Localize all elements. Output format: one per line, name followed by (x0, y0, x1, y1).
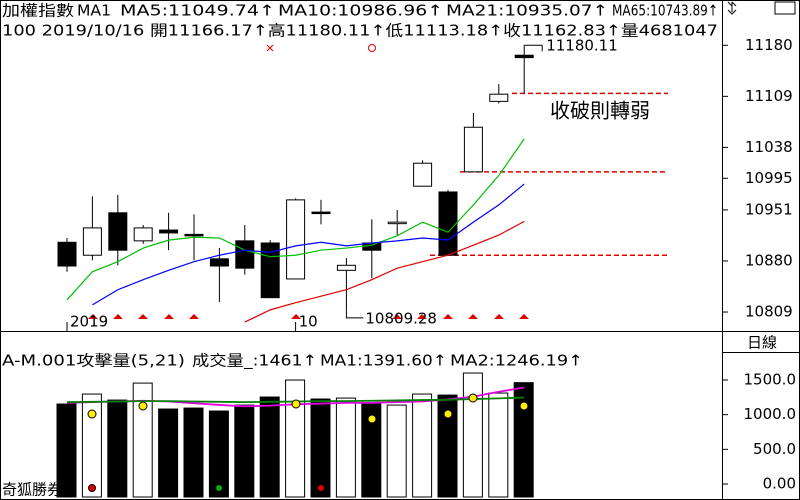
volume-bar (437, 394, 458, 498)
candle-body (133, 227, 153, 242)
volume-bar (56, 403, 77, 498)
markers (88, 314, 529, 319)
panel-title: A-M.001攻擊量(5,21) (2, 352, 185, 370)
legend-entry: MA1:1391.60↑ (320, 352, 447, 370)
candle-body (235, 240, 255, 269)
y-tick-label: 10809 (745, 303, 793, 321)
title: 加權指數 (2, 2, 74, 20)
period-label[interactable]: 日線 (747, 334, 777, 352)
dot (215, 484, 223, 492)
volume-bar (285, 379, 306, 498)
leader (524, 44, 543, 52)
y-tick-label: 11038 (745, 138, 793, 156)
ma-line (244, 220, 525, 323)
dot (87, 409, 97, 419)
candle-body (209, 258, 229, 267)
volume-bar (81, 393, 102, 498)
legend-entry: MA2:1246.19↑ (450, 352, 583, 370)
candle-body (159, 229, 179, 234)
dot (138, 401, 148, 411)
footer: 奇狐勝券 (2, 481, 62, 499)
candle-body (463, 126, 483, 173)
dot (367, 414, 377, 424)
dot (468, 393, 478, 403)
dot (317, 484, 325, 492)
scroll-icon[interactable] (727, 1, 737, 15)
annotation: 收破則轉弱 (550, 99, 650, 123)
candle-body (82, 227, 102, 256)
dot (443, 409, 453, 419)
y-tick-label: 10880 (745, 251, 793, 269)
volume-bar (488, 392, 509, 498)
candle-body (514, 54, 534, 59)
x-tick-label: 2019 (70, 313, 108, 331)
volume-bar (361, 403, 382, 498)
y-tick-label: 10995 (745, 169, 793, 187)
volume-bar (208, 410, 229, 498)
y-tick-label: 0.00 (763, 475, 796, 493)
legend-entry: MA10:10986.96↑ (278, 2, 443, 20)
volume-dots (87, 393, 529, 492)
candle-body (311, 211, 331, 215)
legend-entry: MA5:11049.74↑ (120, 2, 275, 20)
signal-triangles (88, 314, 529, 319)
y-tick-label: 11109 (745, 87, 793, 105)
cross-marker (266, 44, 274, 52)
volume-bar (158, 408, 179, 498)
volume-bar (107, 399, 128, 498)
candle-body (413, 162, 433, 187)
candle-body (108, 212, 128, 251)
circle-marker (368, 44, 376, 52)
volume-bar (183, 407, 204, 498)
y-tick-label: 1500.0 (744, 370, 797, 388)
title: MA1 (77, 2, 111, 20)
volume-bar (132, 382, 153, 498)
leader (345, 311, 364, 319)
candle-body (438, 191, 458, 256)
y-tick-label: 1000.0 (744, 405, 797, 423)
legend-entry: MA21:10935.07↑ (446, 2, 608, 20)
volume-bar (310, 398, 331, 498)
y-tick-label: 500.0 (753, 440, 796, 458)
y-tick-label: 11180 (745, 36, 793, 54)
low-label: 10809.28 (365, 309, 437, 327)
volume-bar (513, 382, 534, 498)
candle-body (57, 241, 77, 267)
legend-entry: 成交量_:1461↑ (192, 352, 317, 371)
candle-body (184, 233, 204, 237)
candle-body (286, 199, 306, 280)
volume-bar (386, 404, 407, 498)
info-line: 100 2019/10/16 開11166.17↑高11180.11↑低1111… (2, 22, 718, 40)
volume-bar (335, 397, 356, 498)
candle-body (489, 93, 509, 102)
volume-bar (462, 372, 483, 498)
volume-bar (259, 396, 280, 498)
window-button[interactable] (774, 1, 796, 15)
candle-body (387, 221, 407, 225)
ma-line (92, 183, 525, 306)
y-tick-label: 10951 (745, 200, 793, 218)
volume-bar (234, 404, 255, 498)
dot (291, 399, 301, 409)
candle-body (336, 264, 356, 271)
ma-line (66, 138, 525, 301)
high-label: 11180.11 (546, 37, 618, 55)
volume-bar (412, 393, 433, 498)
dot (88, 484, 96, 492)
legend-entry: MA65:10743.89↑ (612, 2, 718, 20)
x-tick-label: 10 (299, 313, 318, 331)
dot (519, 401, 529, 411)
